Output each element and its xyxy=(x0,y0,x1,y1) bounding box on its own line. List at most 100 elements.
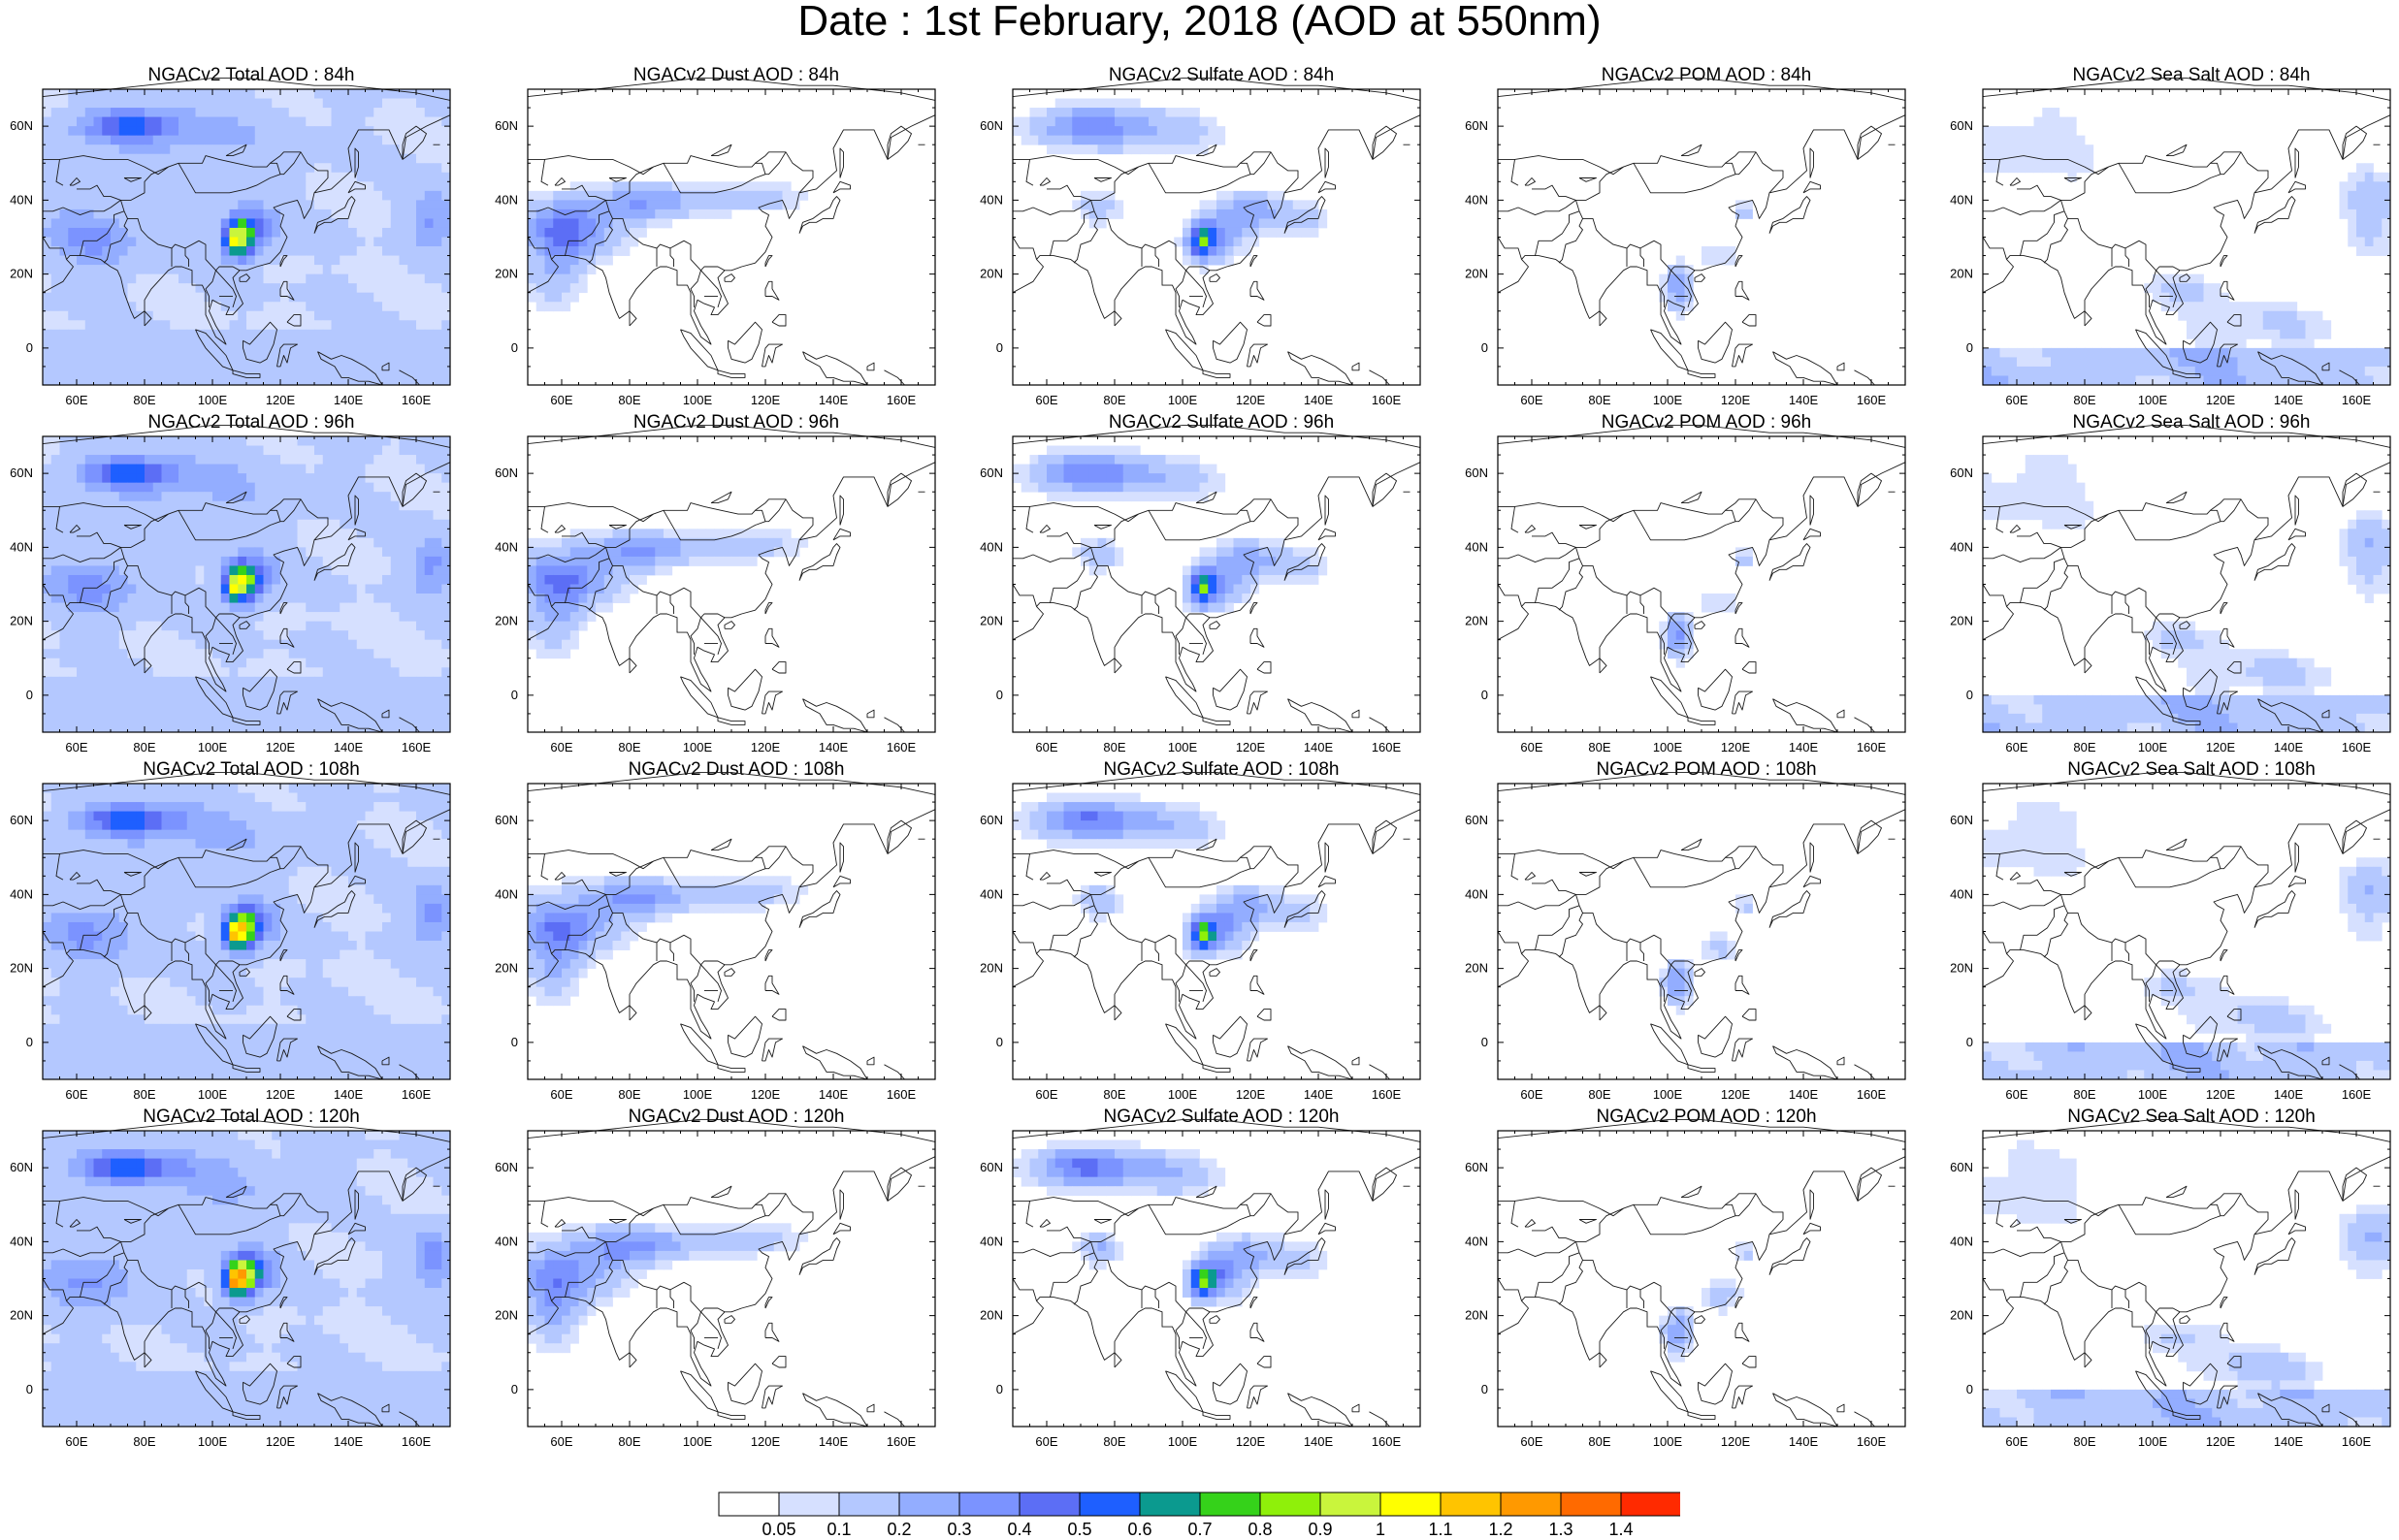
aod-cell xyxy=(186,500,196,511)
aod-cell xyxy=(84,108,94,117)
aod-cell xyxy=(348,630,358,641)
aod-cell xyxy=(50,357,60,368)
aod-cell xyxy=(272,473,281,484)
aod-cell xyxy=(145,108,154,117)
aod-cell xyxy=(59,704,69,715)
aod-cell xyxy=(238,639,247,650)
aod-cell xyxy=(118,135,128,145)
aod-cell xyxy=(136,310,146,321)
aod-cell xyxy=(731,190,741,201)
aod-cell xyxy=(195,209,205,219)
aod-cell xyxy=(152,190,162,201)
aod-cell xyxy=(2288,375,2298,386)
aod-cell xyxy=(340,667,349,678)
aod-cell xyxy=(1072,135,1082,145)
aod-cell xyxy=(93,594,103,603)
aod-cell xyxy=(399,574,408,585)
aod-cell xyxy=(441,200,451,210)
aod-cell xyxy=(254,658,264,668)
aod-cell xyxy=(2051,366,2060,376)
aod-cell xyxy=(569,273,579,284)
aod-cell xyxy=(2076,163,2086,174)
coastline-path xyxy=(279,602,288,615)
aod-cell xyxy=(2017,375,2026,386)
aod-cell xyxy=(322,722,332,733)
aod-cell xyxy=(603,255,613,266)
aod-cell xyxy=(356,704,366,715)
aod-cell xyxy=(382,547,392,558)
aod-cell xyxy=(365,529,374,539)
aod-cell xyxy=(212,574,222,585)
aod-cell xyxy=(161,292,171,303)
aod-cell xyxy=(238,713,247,723)
aod-cell xyxy=(195,190,205,201)
aod-cell xyxy=(782,547,792,558)
aod-cell xyxy=(220,667,230,678)
aod-cell xyxy=(212,704,222,715)
aod-cell xyxy=(254,255,264,266)
coastline-path xyxy=(42,237,67,260)
aod-cell xyxy=(50,116,60,127)
aod-cell xyxy=(195,108,205,117)
aod-cell xyxy=(2144,347,2154,358)
aod-cell xyxy=(596,200,605,210)
aod-cell xyxy=(714,200,724,210)
aod-cell xyxy=(263,375,273,386)
aod-cell xyxy=(127,338,137,349)
aod-cell xyxy=(127,482,137,493)
aod-cell xyxy=(229,621,239,631)
coastline-path xyxy=(120,166,241,272)
aod-cell xyxy=(77,529,86,539)
aod-cell xyxy=(569,237,579,247)
aod-cell xyxy=(1258,218,1268,229)
aod-cell xyxy=(2059,357,2068,368)
aod-cell xyxy=(280,310,290,321)
aod-cell xyxy=(152,172,162,182)
aod-cell xyxy=(68,574,78,585)
aod-cell xyxy=(2187,357,2196,368)
aod-cell xyxy=(136,584,146,594)
map-panel: NGACv2 Total AOD : 96h 60E 80E 100E 120E 140E… xyxy=(10,413,460,754)
aod-cell xyxy=(186,704,196,715)
aod-cell xyxy=(186,547,196,558)
aod-cell xyxy=(2339,181,2349,192)
aod-cell xyxy=(161,357,171,368)
aod-cell xyxy=(186,584,196,594)
aod-cell xyxy=(43,639,52,650)
aod-cell xyxy=(170,713,179,723)
aod-cell xyxy=(441,227,451,238)
aod-cell xyxy=(263,676,273,687)
coastline-path xyxy=(1283,196,1326,234)
aod-cell xyxy=(390,135,400,145)
aod-cell xyxy=(204,492,213,502)
aod-cell xyxy=(331,436,340,446)
aod-cell xyxy=(306,126,315,137)
aod-cell xyxy=(2025,163,2034,174)
aod-cell xyxy=(204,713,213,723)
x-tick-label: 80E xyxy=(618,393,640,407)
aod-cell xyxy=(127,704,137,715)
aod-cell xyxy=(535,283,545,294)
aod-cell xyxy=(50,292,60,303)
aod-cell xyxy=(186,265,196,275)
aod-cell xyxy=(2237,310,2247,321)
aod-cell xyxy=(348,464,358,474)
aod-cell xyxy=(553,218,563,229)
aod-cell xyxy=(407,630,417,641)
aod-cell xyxy=(195,722,205,733)
aod-cell xyxy=(331,455,340,465)
aod-cell xyxy=(238,649,247,659)
aod-cell xyxy=(186,144,196,155)
aod-cell xyxy=(93,686,103,696)
aod-cell xyxy=(229,436,239,446)
aod-cell xyxy=(2051,357,2060,368)
aod-cell xyxy=(118,584,128,594)
aod-cell xyxy=(50,556,60,566)
aod-cell xyxy=(348,209,358,219)
aod-cell xyxy=(390,273,400,284)
aod-cell xyxy=(145,218,154,229)
aod-cell xyxy=(399,310,408,321)
aod-cell xyxy=(390,190,400,201)
aod-cell xyxy=(630,181,639,192)
aod-cell xyxy=(306,621,315,631)
